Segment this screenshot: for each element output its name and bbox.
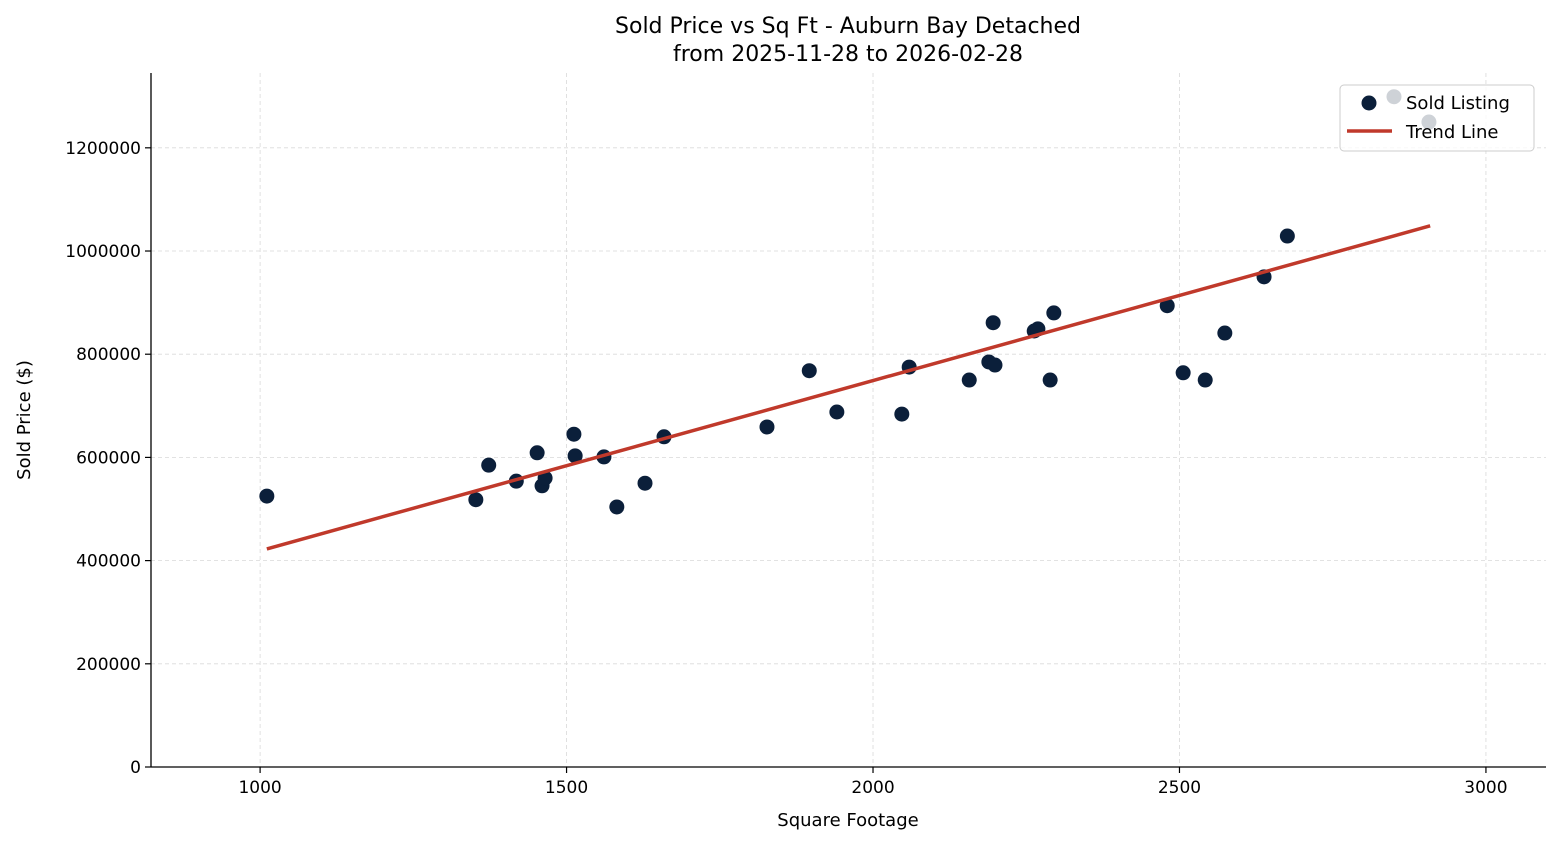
y-tick-label: 200000 [76,655,141,675]
chart-title: Sold Price vs Sq Ft - Auburn Bay Detache… [615,14,1081,39]
data-point [1046,305,1062,321]
data-point [637,475,653,491]
x-tick-label: 2000 [851,778,894,798]
x-tick-label: 1000 [238,778,281,798]
data-point [1159,298,1175,314]
legend-label-sold-listing: Sold Listing [1406,93,1510,114]
data-point [894,406,910,422]
grid [151,73,1546,767]
data-point [609,499,625,515]
data-point [1197,372,1213,388]
data-point [529,445,545,461]
y-tick-label: 800000 [76,345,141,365]
data-point [468,492,484,508]
y-axis-label: Sold Price ($) [14,360,35,480]
data-point [1042,372,1058,388]
chart-subtitle: from 2025-11-28 to 2026-02-28 [673,42,1023,67]
y-tick-label: 1200000 [65,139,141,159]
y-tick-label: 600000 [76,448,141,468]
data-point [1279,228,1295,244]
x-tick-label: 3000 [1464,778,1507,798]
legend-box [1339,84,1535,152]
x-axis-label: Square Footage [777,810,918,831]
trend-line [266,224,1431,551]
data-point [987,357,1003,373]
data-point [759,419,775,435]
data-point [961,372,977,388]
legend-marker-sold-listing [1361,95,1377,111]
data-point [259,488,275,504]
y-ticks: 0 200000 400000 600000 800000 1000000 1200000 [65,139,151,778]
y-tick-label: 400000 [76,552,141,572]
data-point [566,426,582,442]
x-ticks: 1000 1500 2000 2500 3000 [238,767,1508,798]
x-tick-label: 2500 [1158,778,1201,798]
legend-label-trend-line: Trend Line [1405,122,1499,143]
y-tick-label: 0 [130,758,141,778]
data-point [829,404,845,420]
data-point [567,448,583,464]
trend-layer [266,224,1431,551]
points-layer [259,89,1437,515]
data-point [481,457,497,473]
legend: Sold Listing Trend Line [1339,84,1535,152]
data-point [1175,365,1191,381]
y-tick-label: 1000000 [65,242,141,262]
x-tick-label: 1500 [545,778,588,798]
data-point [1217,325,1233,341]
data-point [801,363,817,379]
data-point [985,315,1001,331]
